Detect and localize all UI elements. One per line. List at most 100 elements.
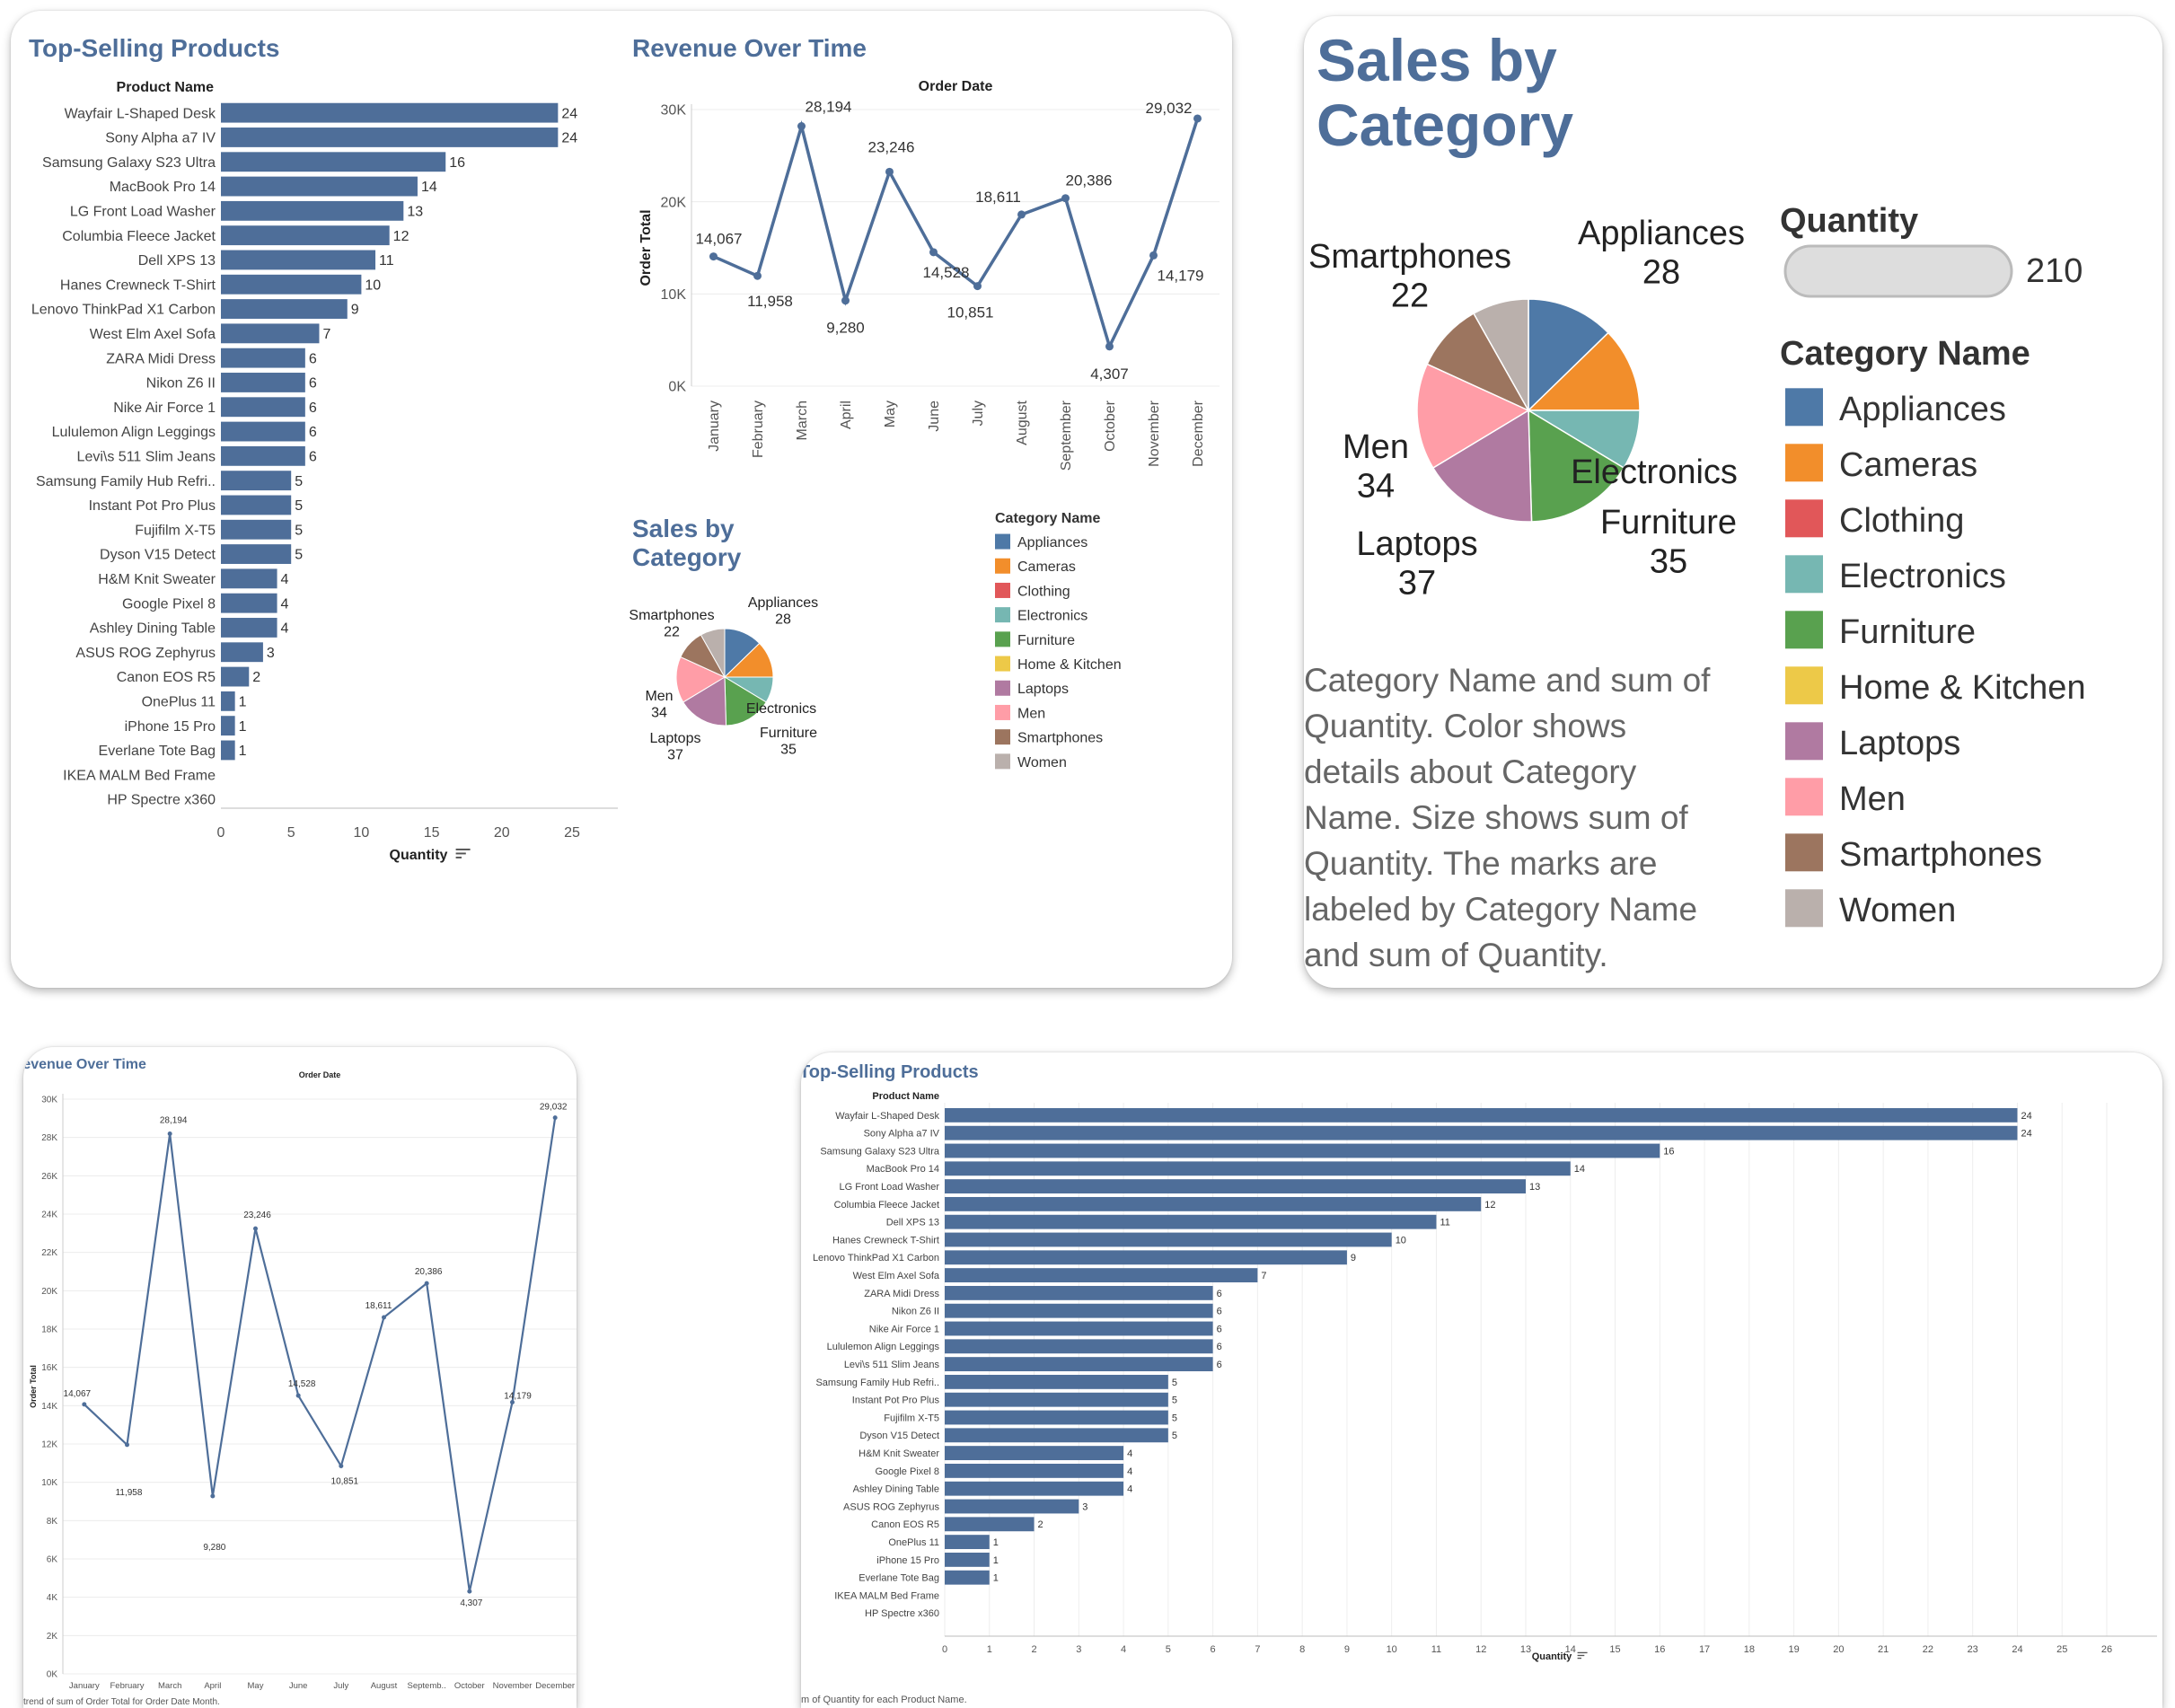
bar-value-label: 5 [295,548,303,563]
bar-value-label: 2 [252,670,260,685]
data-label: 10,851 [947,304,994,321]
legend-swatch [1785,722,1823,761]
bar [945,1250,1347,1265]
x-tick-label: December [1191,400,1206,466]
product-label: Samsung Galaxy S23 Ultra [820,1146,940,1157]
top-selling-products-svg: Top-Selling Products Product Name Wayfair … [801,1062,2157,1705]
pie-slice-smartphones [1426,313,1530,412]
product-label: Sony Alpha a7 IV [864,1129,940,1140]
bar [221,666,250,687]
data-point [929,248,938,257]
x-tick-label: 18 [1744,1644,1755,1655]
product-label: Samsung Galaxy S23 Ultra [42,155,216,171]
bar [221,471,292,491]
pie-label-value: 34 [651,705,667,720]
data-point [210,1493,216,1499]
bar [221,176,418,197]
bar-value-label: 11 [1440,1218,1449,1228]
chart-title: ‹evenue Over Time [23,1057,146,1072]
bar [945,1535,990,1550]
sort-icon-bar [1577,1651,1588,1654]
bar [945,1357,1213,1372]
x-tick-label: May [248,1681,264,1691]
bar [221,152,446,172]
data-point [973,282,982,291]
pie-label-name: Electronics [1571,453,1738,491]
bar [945,1392,1168,1407]
bar-value-label: 7 [1261,1271,1266,1281]
x-tick-label: 25 [564,825,580,841]
x-axis-label: Quantity [390,848,448,863]
x-tick-label: March [158,1681,181,1691]
bar [945,1321,1213,1336]
product-label: Fujifilm X-T5 [135,523,216,538]
product-label: Instant Pot Pro Plus [852,1395,940,1406]
legend-title: Category Name [1780,335,2030,373]
product-label: Hanes Crewneck T-Shirt [832,1235,939,1246]
bar-value-label: 7 [322,327,330,342]
x-tick-label: July [333,1681,348,1691]
bar-value-label: 1 [993,1555,999,1566]
y-tick-label: 10K [41,1478,57,1488]
x-tick-label: 25 [2056,1644,2067,1655]
data-label: 14,528 [288,1379,316,1389]
x-tick-label: 9 [1344,1644,1350,1655]
data-label: 14,179 [504,1392,532,1402]
x-tick-label: 21 [1878,1644,1889,1655]
legend-item: Laptops [1017,682,1069,697]
description-line: Quantity. The marks are [1304,845,1657,882]
bar-value-label: 6 [309,401,317,416]
bar [221,348,305,368]
x-tick-label: 16 [1654,1644,1665,1655]
product-label: Sony Alpha a7 IV [105,131,216,146]
pie-slice-laptops [682,676,727,726]
data-point [82,1402,87,1407]
data-label: 14,528 [923,264,970,281]
data-point [552,1115,558,1121]
data-point [382,1315,386,1320]
x-tick-label: 3 [1076,1644,1081,1655]
legend-item: Women [1017,755,1067,770]
product-label: Lenovo ThinkPad X1 Carbon [31,303,216,318]
x-tick-label: 8 [1299,1644,1305,1655]
pie-slice-laptops [1431,409,1533,523]
product-label: Google Pixel 8 [875,1466,939,1477]
bar-value-label: 5 [295,523,303,538]
caption: trend of sum of Order Total for Order Da… [23,1697,220,1707]
pie-label-name: Appliances [748,595,818,611]
size-legend-value: 210 [2026,252,2083,290]
y-tick-label: 30K [41,1096,57,1105]
x-tick-label: Septemb.. [408,1681,446,1691]
product-label: Dell XPS 13 [138,253,216,269]
product-label: Dell XPS 13 [886,1218,939,1228]
bar-value-label: 6 [309,351,317,366]
bar-value-label: 11 [379,253,394,269]
legend-swatch [995,656,1010,672]
bar-value-label: 13 [407,204,423,219]
sort-icon [1577,1651,1588,1660]
bar [945,1428,1168,1443]
bar-value-label: 4 [1127,1466,1132,1477]
x-tick-label: October [1103,400,1118,452]
x-tick-label: March [795,401,810,440]
bar-value-label: 3 [1082,1501,1088,1512]
data-point [841,296,850,305]
bar [945,1570,990,1585]
data-label: 18,611 [365,1301,392,1311]
data-label: 29,032 [1146,100,1193,117]
legend-item: Furniture [1017,633,1075,648]
x-tick-label: October [454,1681,485,1691]
product-label: Canon EOS R5 [117,670,216,685]
bar [945,1499,1079,1514]
bar-value-label: 3 [267,646,275,661]
x-tick-label: November [493,1681,533,1691]
bar [221,593,277,613]
bar [221,274,362,295]
product-label: Lululemon Align Leggings [827,1342,940,1352]
legend-swatch [1785,444,1823,482]
data-point [295,1393,301,1398]
x-tick-label: 26 [2101,1644,2112,1655]
product-label: MacBook Pro 14 [867,1164,939,1175]
revenue-over-time-svg: ‹evenue Over Time Order Date 0K 2K 4K 6K 8K 10K… [23,1057,577,1707]
bar-value-label: 5 [1172,1378,1177,1388]
